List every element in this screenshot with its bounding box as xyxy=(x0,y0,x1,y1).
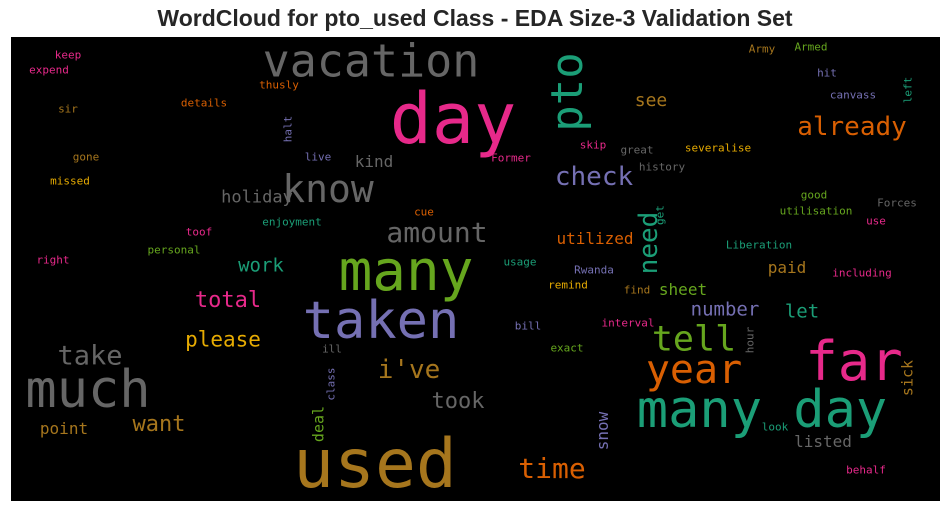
word-number: number xyxy=(690,298,760,321)
word-total: total xyxy=(194,288,262,313)
word-expend: expend xyxy=(29,63,69,77)
word-hour: hour xyxy=(743,326,757,354)
word-find: find xyxy=(623,283,651,297)
word-use: use xyxy=(866,214,886,228)
word-exact: exact xyxy=(550,341,584,355)
word-sheet: sheet xyxy=(658,280,708,299)
word-good: good xyxy=(800,188,828,202)
word-left: left xyxy=(901,76,915,104)
word-armed: Armed xyxy=(794,40,828,54)
word-want: want xyxy=(132,412,186,437)
word-army: Army xyxy=(748,42,776,56)
word-many-day: many day xyxy=(636,380,888,440)
word-pto: pto xyxy=(542,52,593,132)
word-great: great xyxy=(620,143,654,157)
word-please: please xyxy=(185,327,261,352)
word-class: class xyxy=(324,367,338,401)
word-details: details xyxy=(180,96,228,110)
word-halt: halt xyxy=(281,115,295,143)
word-rwanda: Rwanda xyxy=(574,263,614,277)
word-see: see xyxy=(634,90,668,111)
word-liberation: Liberation xyxy=(725,238,793,252)
word-personal: personal xyxy=(147,243,201,257)
word-much: much xyxy=(25,360,151,420)
word-canvass: canvass xyxy=(829,88,877,102)
word-keep: keep xyxy=(54,48,82,62)
word-missed: missed xyxy=(50,174,90,188)
word-sir: sir xyxy=(58,102,78,116)
word-including: including xyxy=(832,266,892,280)
word-utilized: utilized xyxy=(556,229,634,248)
word-far: far xyxy=(805,330,903,393)
word-day: day xyxy=(389,78,517,160)
word-thusly: thusly xyxy=(259,78,299,92)
word-vacation: vacation xyxy=(262,37,480,88)
word-work: work xyxy=(238,254,284,277)
word-cloud: day used vacation pto many taken much kn… xyxy=(11,37,940,501)
word-hit: hit xyxy=(817,66,837,80)
word-know: know xyxy=(282,167,374,211)
word-utilisation: utilisation xyxy=(779,204,853,218)
word-tell: tell xyxy=(651,319,737,360)
word-toof: toof xyxy=(185,225,213,239)
word-already: already xyxy=(797,112,907,142)
word-amount: amount xyxy=(386,216,488,249)
word-severalise: severalise xyxy=(684,141,752,155)
word-right: right xyxy=(36,253,70,267)
word-took: took xyxy=(431,389,485,414)
word-enjoyment: enjoyment xyxy=(262,215,322,229)
word-many: many xyxy=(338,239,474,304)
word-interval: interval xyxy=(601,316,655,330)
word-sick: sick xyxy=(898,359,917,397)
word-take: take xyxy=(57,340,123,372)
word-gone: gone xyxy=(72,150,100,164)
word-ive: i've xyxy=(377,355,441,385)
word-look: look xyxy=(761,420,789,434)
word-check: check xyxy=(554,162,634,192)
word-point: point xyxy=(39,419,89,438)
word-forces: Forces xyxy=(877,196,917,210)
word-bill: bill xyxy=(514,319,542,333)
word-deal: deal xyxy=(309,405,328,443)
word-skip: skip xyxy=(579,138,607,152)
word-snow: snow xyxy=(593,411,612,451)
word-time: time xyxy=(518,452,586,485)
word-let: let xyxy=(784,300,820,323)
word-kind: kind xyxy=(354,152,394,171)
word-remind: remind xyxy=(548,278,588,292)
word-taken: taken xyxy=(302,291,460,351)
word-live: live xyxy=(304,150,332,164)
word-year: year xyxy=(645,347,743,393)
word-ill: ill xyxy=(322,342,342,356)
word-holiday: holiday xyxy=(221,187,293,208)
word-get: get xyxy=(653,205,667,225)
word-usage: usage xyxy=(503,255,537,269)
word-used: used xyxy=(293,425,457,501)
word-listed: listed xyxy=(794,432,852,451)
figure-title: WordCloud for pto_used Class - EDA Size-… xyxy=(157,5,793,31)
word-cue: cue xyxy=(414,205,434,219)
word-former: Former xyxy=(491,151,531,165)
word-paid: paid xyxy=(767,258,807,277)
word-behalf: behalf xyxy=(846,463,886,477)
word-history: history xyxy=(638,160,686,174)
